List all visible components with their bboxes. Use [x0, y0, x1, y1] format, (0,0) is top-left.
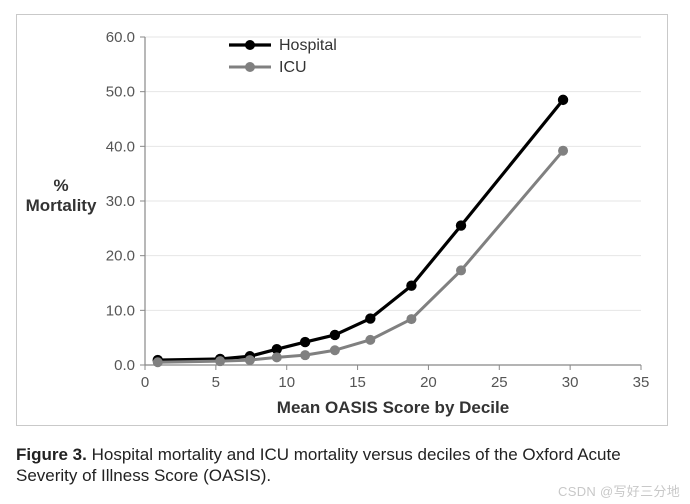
legend-label-icu: ICU: [279, 59, 307, 76]
series-marker-icu: [365, 335, 375, 345]
figure-caption: Figure 3. Hospital mortality and ICU mor…: [16, 444, 656, 487]
series-marker-hospital: [365, 313, 375, 323]
svg-text:0: 0: [141, 374, 149, 391]
series-marker-icu: [153, 357, 163, 367]
svg-text:35: 35: [633, 374, 650, 391]
svg-text:30: 30: [562, 374, 579, 391]
svg-text:50.0: 50.0: [106, 84, 135, 101]
series-marker-hospital: [558, 95, 568, 105]
svg-text:40.0: 40.0: [106, 138, 135, 155]
svg-text:%: %: [53, 176, 68, 195]
series-marker-hospital: [406, 281, 416, 291]
svg-text:25: 25: [491, 374, 508, 391]
svg-text:20: 20: [420, 374, 437, 391]
svg-text:5: 5: [212, 374, 220, 391]
svg-text:Mortality: Mortality: [26, 196, 97, 215]
svg-text:Mean OASIS Score by Decile: Mean OASIS Score by Decile: [277, 398, 509, 417]
series-marker-icu: [558, 146, 568, 156]
caption-text: Hospital mortality and ICU mortality ver…: [16, 445, 621, 485]
series-marker-icu: [245, 355, 255, 365]
caption-label: Figure 3.: [16, 445, 87, 464]
svg-text:30.0: 30.0: [106, 193, 135, 210]
svg-text:20.0: 20.0: [106, 248, 135, 265]
series-marker-icu: [215, 356, 225, 366]
legend-label-hospital: Hospital: [279, 37, 337, 54]
series-marker-icu: [272, 352, 282, 362]
svg-text:60.0: 60.0: [106, 29, 135, 46]
series-marker-icu: [456, 265, 466, 275]
series-marker-icu: [300, 350, 310, 360]
series-marker-icu: [406, 314, 416, 324]
svg-text:10.0: 10.0: [106, 302, 135, 319]
series-marker-hospital: [330, 330, 340, 340]
chart-container: 0.0 10.0 20.0 30.0 40.0 50.0 60.0 0 5 10 15 20 25 30 3…: [16, 14, 668, 426]
series-marker-hospital: [456, 220, 466, 230]
series-marker-hospital: [300, 337, 310, 347]
series-marker-icu: [330, 345, 340, 355]
svg-text:0.0: 0.0: [114, 357, 135, 374]
svg-text:15: 15: [349, 374, 366, 391]
watermark-text: CSDN @写好三分地: [558, 481, 680, 500]
svg-text:10: 10: [278, 374, 295, 391]
mortality-line-chart: 0.0 10.0 20.0 30.0 40.0 50.0 60.0 0 5 10 15 20 25 30 3…: [17, 15, 667, 425]
